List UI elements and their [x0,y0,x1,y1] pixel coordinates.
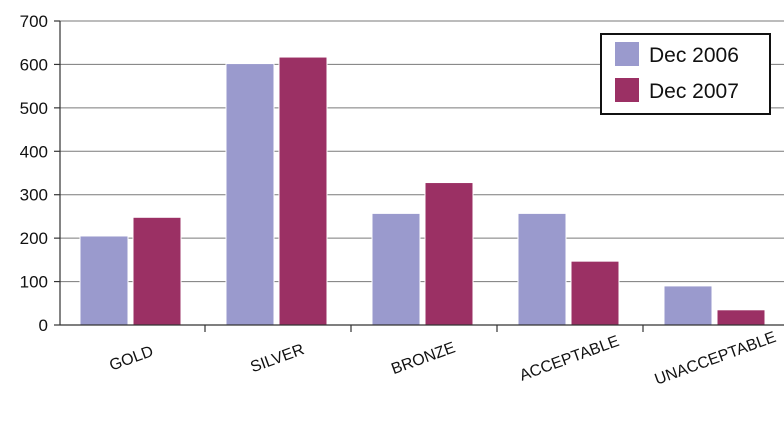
axes [59,21,784,332]
legend-label: Dec 2007 [649,80,739,103]
legend: Dec 2006 Dec 2007 [600,33,771,115]
bar-silver-dec-2007 [278,56,328,326]
bar-bronze-dec-2006 [371,212,421,326]
bar-gold-dec-2006 [79,235,129,326]
bar-acceptable-dec-2006 [517,212,567,326]
y-tick-label: 500 [20,99,48,118]
bar-acceptable-dec-2007 [570,260,620,326]
y-tick-label: 700 [20,12,48,31]
x-category-label: SILVER [248,341,306,376]
legend-swatch [615,42,639,66]
x-category-label: ACCEPTABLE [517,333,621,385]
x-category-label: UNACCEPTABLE [653,329,779,389]
y-tick-label: 400 [20,142,48,161]
bar-gold-dec-2007 [132,216,182,326]
bar-unacceptable-dec-2006 [663,285,713,326]
x-category-label: BRONZE [389,339,457,378]
y-tick-label: 600 [20,55,48,74]
bar-unacceptable-dec-2007 [716,309,766,326]
y-tick-label: 300 [20,186,48,205]
y-tick-label: 200 [20,229,48,248]
legend-label: Dec 2006 [649,44,739,67]
bars [79,56,766,326]
x-axis-categories: GOLD SILVER BRONZE ACCEPTABLE UNACCEPTABLE [107,329,778,389]
y-axis-ticks: 0 100 200 300 400 500 600 700 [20,12,60,335]
x-category-label: GOLD [107,343,155,374]
legend-swatch [615,78,639,102]
y-tick-label: 100 [20,273,48,292]
bar-silver-dec-2006 [225,63,275,326]
bar-bronze-dec-2007 [424,182,474,326]
y-tick-label: 0 [39,316,48,335]
